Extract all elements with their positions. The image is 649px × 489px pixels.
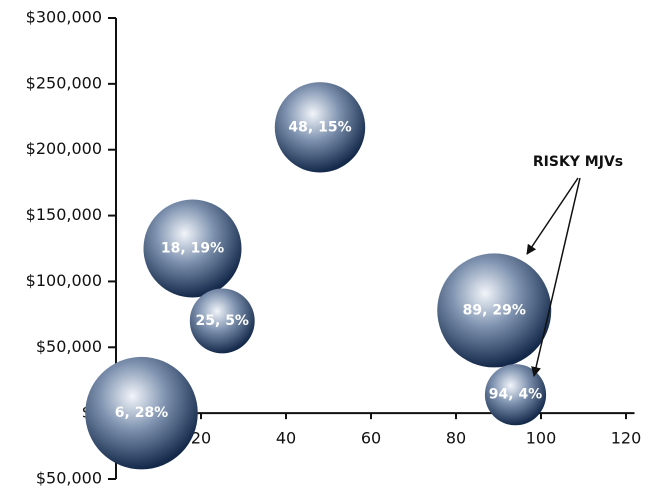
y-tick-label: $50,000 <box>36 337 102 356</box>
bubble <box>85 356 198 470</box>
bubble-label: 25, 5% <box>196 313 249 329</box>
y-tick-label: $100,000 <box>26 271 102 290</box>
bubble <box>143 199 242 298</box>
bubble <box>484 364 547 426</box>
x-tick-label: 100 <box>526 429 557 448</box>
y-tick-label: $200,000 <box>26 139 102 158</box>
annotation-arrow <box>531 177 581 377</box>
y-tick-label: $300,000 <box>26 8 102 27</box>
x-tick-label: 20 <box>191 429 211 448</box>
x-tick-label: 60 <box>361 429 381 448</box>
y-tick-label: $50,000 <box>36 469 102 488</box>
x-tick-label: 120 <box>611 429 642 448</box>
annotation: RISKY MJVs <box>533 154 623 170</box>
y-tick-label: $150,000 <box>26 205 102 224</box>
bubble-label: 6, 28% <box>115 405 168 421</box>
bubble-label: 18, 19% <box>161 241 224 257</box>
bubble <box>189 288 255 354</box>
y-tick-label: $250,000 <box>26 73 102 92</box>
x-tick-label: 80 <box>446 429 466 448</box>
bubble <box>274 82 366 173</box>
bubble-label: 94, 4% <box>489 387 542 403</box>
x-tick-label: 40 <box>276 429 296 448</box>
bubble-label: 48, 15% <box>288 119 351 135</box>
bubble-label: 89, 29% <box>463 302 526 318</box>
bubble <box>437 253 552 368</box>
annotation-arrow <box>526 177 579 255</box>
